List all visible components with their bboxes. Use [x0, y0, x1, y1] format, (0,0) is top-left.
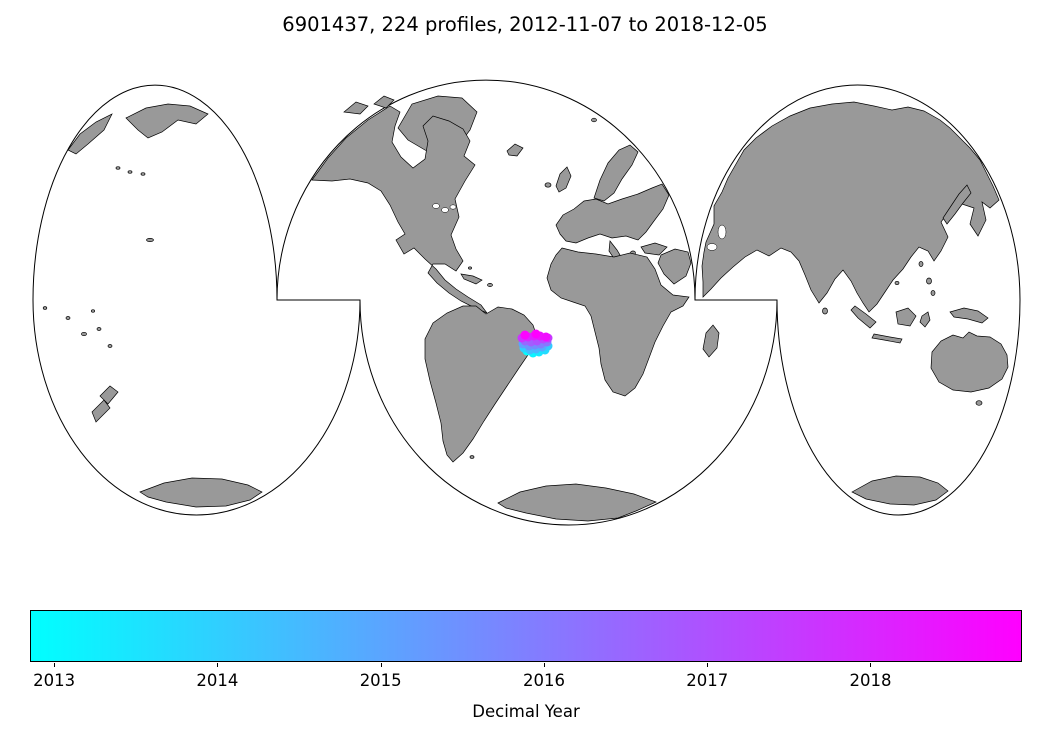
colorbar-tick-mark: [54, 663, 56, 667]
land-eurasia: [701, 101, 1000, 313]
hispaniola-island: [487, 283, 493, 287]
tasmania-island: [975, 400, 983, 406]
profile-point: [520, 330, 530, 340]
pacific-island: [81, 331, 87, 337]
sri-lanka-island: [822, 307, 828, 315]
land-cuba: [460, 273, 483, 285]
land-japan: [942, 184, 972, 225]
pacific-island: [65, 316, 71, 320]
aleutian-island: [127, 170, 133, 174]
svalbard-island: [591, 117, 597, 123]
pacific-island: [91, 309, 95, 313]
land-sumatra: [850, 305, 877, 329]
land-alaska-fragment: [125, 103, 209, 139]
falkland-island: [469, 455, 475, 459]
land-north-america: [311, 105, 489, 314]
colorbar-tick-label: 2014: [196, 671, 239, 690]
colorbar-tick-label: 2013: [33, 671, 76, 690]
colorbar-tick-mark: [217, 663, 219, 667]
land-borneo: [895, 307, 917, 327]
great-lake: [449, 204, 457, 210]
land-scandinavia: [593, 144, 639, 202]
colorbar-tick-label: 2016: [522, 671, 565, 690]
hawaii-island: [146, 238, 154, 242]
land-iceland: [506, 143, 524, 157]
ireland-island: [544, 182, 552, 188]
land-new-guinea: [949, 307, 989, 324]
land-arabia-fragment: [657, 248, 692, 285]
land-great-britain: [555, 166, 572, 193]
profile-point: [541, 332, 551, 342]
profile-point: [531, 329, 541, 339]
colorbar-tick-mark: [380, 663, 382, 667]
land-australia: [930, 331, 1009, 393]
land-siberia-fragment: [67, 113, 113, 155]
land-anatolia: [640, 242, 668, 256]
land-africa: [546, 247, 690, 397]
pacific-island: [107, 344, 113, 348]
colorbar-tick-label: 2017: [686, 671, 729, 690]
taiwan-island: [918, 261, 924, 267]
pacific-island: [96, 327, 102, 331]
land-antarctica-east: [851, 475, 949, 506]
colorbar-tick-mark: [870, 663, 872, 667]
land-antarctica-west: [139, 477, 263, 508]
colorbar-tick-label: 2015: [359, 671, 402, 690]
colorbar-tick-mark: [707, 663, 709, 667]
colorbar-label: Decimal Year: [472, 702, 580, 721]
land-java: [871, 333, 903, 344]
land-arctic-island: [343, 101, 369, 115]
great-lake: [432, 203, 440, 209]
bahamas-island: [468, 266, 472, 270]
land-antarctica-center: [497, 483, 657, 522]
land-sulawesi: [919, 311, 931, 328]
land-south-america: [424, 305, 538, 463]
land-europe: [555, 183, 670, 244]
land-new-zealand-south: [91, 399, 111, 423]
land-madagascar: [702, 324, 720, 358]
pacific-island: [42, 306, 48, 310]
colorbar-tick-mark: [543, 663, 545, 667]
philippines-island: [930, 290, 936, 296]
great-lake: [441, 207, 449, 213]
figure-title: 6901437, 224 profiles, 2012-11-07 to 201…: [282, 13, 768, 36]
land-layer: [42, 95, 1009, 522]
profile-scatter-layer: [517, 329, 553, 358]
colorbar-tick-label: 2018: [849, 671, 892, 690]
aleutian-island: [115, 166, 121, 170]
aleutian-island: [140, 172, 146, 176]
black-sea: [706, 243, 718, 251]
caspian-sea: [717, 224, 727, 240]
colorbar: [30, 610, 1022, 662]
land-arctic-island: [373, 95, 395, 109]
philippines-island: [926, 277, 932, 285]
hainan-island: [894, 280, 900, 286]
